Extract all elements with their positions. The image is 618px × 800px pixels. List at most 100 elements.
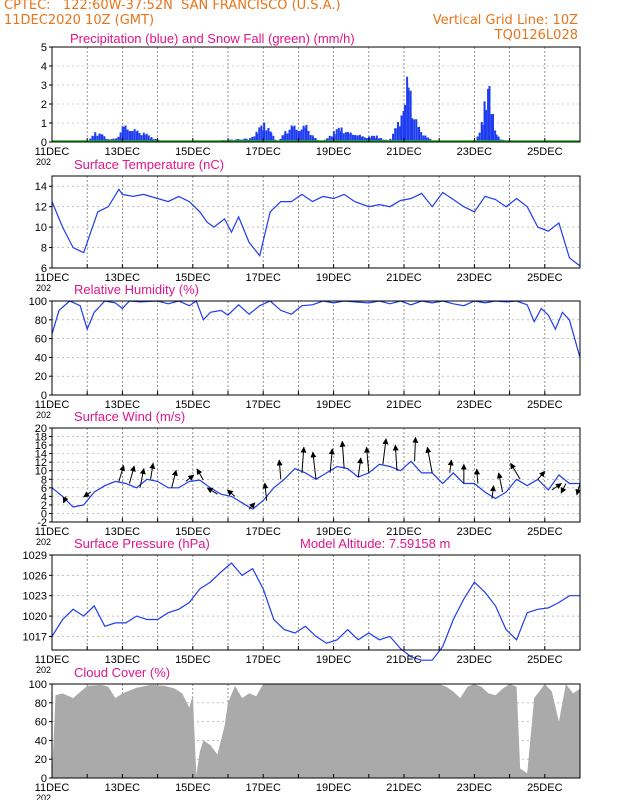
panel-title: Surface Wind (m/s) — [74, 409, 185, 424]
precip-frame — [51, 46, 581, 143]
precip-bar — [476, 136, 479, 142]
panel-title: Surface Temperature (nC) — [74, 157, 224, 172]
x-tick-label: 21DEC — [386, 146, 422, 158]
x-tick-label: 25DEC — [527, 654, 563, 666]
y-tick-label: 14 — [35, 449, 47, 461]
y-tick-label: 5 — [41, 42, 47, 54]
precip-bar — [330, 136, 333, 142]
precip-bar — [143, 135, 146, 142]
temp-line — [51, 188, 581, 267]
x-tick-label: 17DEC — [245, 654, 281, 666]
precip-bar — [267, 128, 270, 142]
precip-bar — [404, 104, 406, 142]
precip-bar — [487, 88, 490, 142]
precip-bar — [295, 129, 298, 142]
precip-bar — [272, 135, 275, 142]
precip-bar — [131, 131, 134, 142]
cloud-frame — [51, 683, 581, 779]
precip-bar — [265, 130, 268, 142]
wind-arrow — [551, 483, 562, 491]
wind-arrow — [226, 489, 236, 497]
precip-bar — [422, 135, 425, 142]
precip-bar — [333, 134, 336, 142]
precip-bar — [136, 130, 139, 142]
precip-bar — [291, 126, 294, 142]
precip-bar — [368, 137, 371, 142]
x-tick-label: 19DEC — [316, 526, 352, 538]
y-tick-label: 6 — [41, 483, 47, 495]
x-tick-label: 23DEC — [457, 782, 493, 794]
temp-panel: 6 8 10 12 14 11DEC 13DEC 15DEC 17DEC 19DEC 21DEC 23… — [35, 157, 581, 293]
precip-bar — [300, 129, 303, 142]
precip-bar — [101, 134, 104, 142]
precip-bar — [124, 125, 127, 142]
precip-bar — [270, 132, 273, 142]
x-tick-label: 23DEC — [457, 146, 493, 158]
y-tick-label: 1017 — [23, 631, 47, 643]
x-tick-label: 11DEC — [35, 272, 70, 284]
x-tick-label: 13DEC — [105, 526, 141, 538]
x-tick-label: 13DEC — [105, 146, 141, 158]
y-tick-label: 60 — [35, 334, 47, 346]
precip-bar — [400, 115, 403, 142]
precip-bar — [494, 130, 497, 142]
wind-arrow — [206, 487, 218, 495]
precip-bar — [481, 124, 484, 142]
wind-arrow — [447, 459, 454, 473]
wind-arrow — [62, 496, 69, 504]
wind-arrow — [196, 468, 204, 481]
precip-bar — [394, 128, 397, 142]
rh-line — [51, 300, 581, 358]
precip-bar — [349, 132, 352, 142]
precip-bar — [420, 132, 423, 142]
y-tick-label: 0 — [41, 508, 47, 520]
wind-arrow — [276, 459, 283, 480]
x-tick-label: 11DEC — [35, 399, 70, 411]
precip-bar — [138, 133, 141, 142]
y-tick-label: 1029 — [23, 550, 47, 562]
y-tick-label: 10 — [35, 222, 47, 234]
year-tick: 202 — [36, 410, 51, 420]
panel-title: Surface Pressure (hPa) — [74, 536, 210, 551]
precip-bar — [407, 87, 410, 142]
precip-bar — [365, 138, 368, 142]
precip-bar — [286, 133, 289, 142]
x-tick-label: 19DEC — [316, 399, 352, 411]
x-tick-label: 21DEC — [386, 526, 422, 538]
rh-frame — [51, 300, 581, 396]
x-tick-label: 13DEC — [105, 399, 141, 411]
x-tick-label: 21DEC — [386, 654, 422, 666]
panel-title: Cloud Cover (%) — [74, 665, 170, 680]
cloud-panel: 0 20 40 60 80 100 11DEC 13DEC 15DEC 17DEC 19DEC 21D… — [29, 665, 581, 800]
wind-arrow — [248, 502, 256, 510]
y-tick-label: 100 — [29, 296, 47, 308]
precip-bar — [413, 119, 416, 142]
pressure-panel: 1017 1020 1023 1026 1029 11DEC 13DEC 15DEC 17DEC… — [23, 536, 581, 675]
precip-bar — [281, 135, 284, 142]
precip-bar — [356, 135, 359, 142]
wind-arrow — [149, 462, 156, 480]
precip-bar — [409, 90, 412, 142]
wind-arrow — [310, 451, 317, 480]
wind-arrow — [575, 483, 582, 496]
wind-arrow — [560, 483, 567, 494]
precip-bar — [347, 133, 350, 142]
precip-bar — [328, 135, 331, 142]
y-tick-label: 60 — [35, 717, 47, 729]
wind-arrow — [537, 470, 546, 480]
precip-bar — [344, 132, 347, 142]
precip-bar — [351, 134, 354, 142]
y-tick-label: 40 — [35, 735, 47, 747]
year-tick: 202 — [36, 793, 51, 800]
x-tick-label: 19DEC — [316, 782, 352, 794]
x-tick-label: 15DEC — [175, 526, 211, 538]
year-tick: 202 — [36, 665, 51, 675]
precip-bar — [91, 135, 94, 142]
precip-bar — [380, 138, 383, 142]
wind-arrow — [83, 491, 92, 498]
precip-panel: 0 1 2 3 4 5 11DEC 13DEC 15DEC 17DEC 19DEC 21DEC 23DE… — [35, 31, 581, 167]
precip-bar — [119, 132, 122, 142]
year-tick: 202 — [36, 537, 51, 547]
precip-bar — [150, 137, 153, 142]
y-tick-label: 4 — [41, 491, 47, 503]
